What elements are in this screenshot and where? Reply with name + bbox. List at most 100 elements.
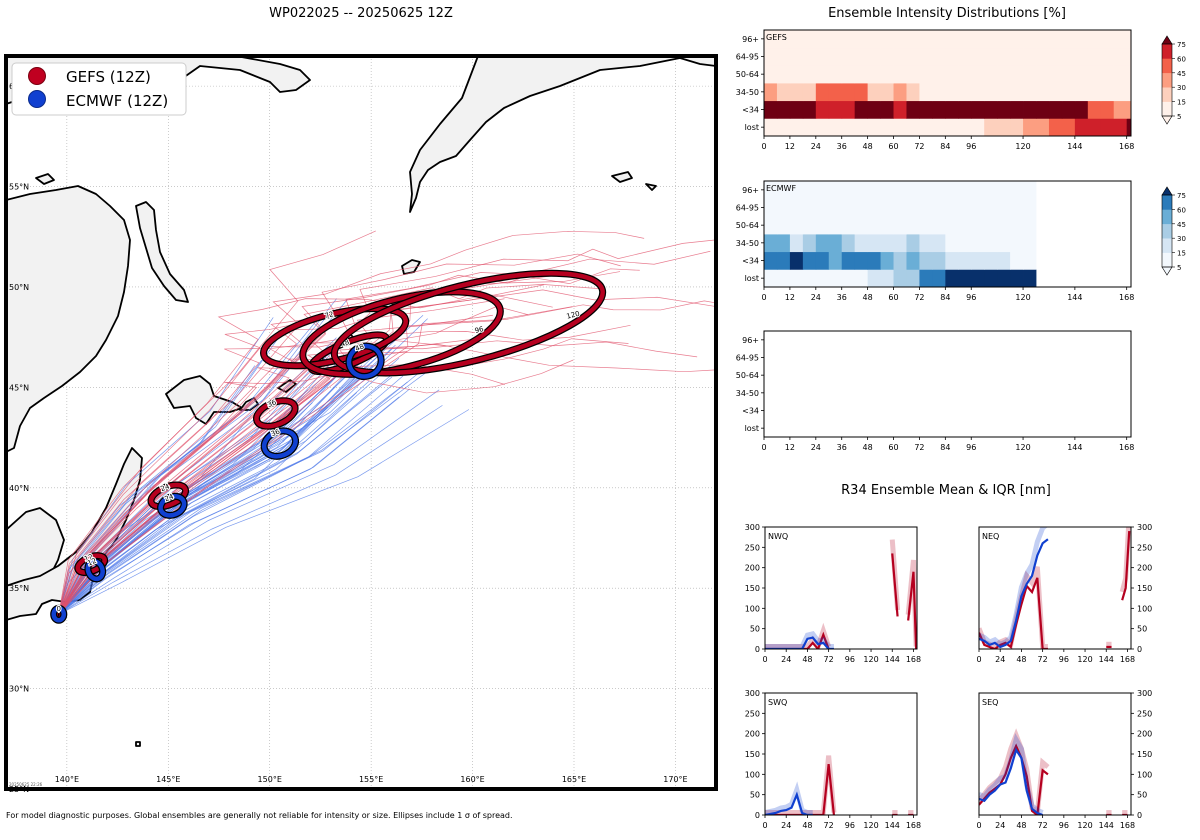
r34-y-label: 250 — [1137, 709, 1152, 718]
heatmap-cell — [828, 198, 843, 217]
heatmap-x-label: 120 — [1015, 443, 1030, 452]
colorbar-extend-high — [1161, 186, 1173, 196]
heatmap-cell — [880, 181, 894, 200]
heatmap-cell — [1126, 100, 1132, 119]
heatmap-cell — [997, 83, 1011, 102]
heatmap-cell — [828, 234, 843, 253]
heatmap-cell — [997, 30, 1011, 49]
heatmap-cell — [1010, 181, 1024, 200]
r34-y-label: 150 — [1137, 584, 1152, 593]
colorbar-tick-label: 30 — [1177, 84, 1186, 92]
r34-y-label: 150 — [1137, 750, 1152, 759]
heatmap-cell — [1010, 65, 1024, 84]
heatmap-cell — [764, 198, 778, 217]
heatmap-cell — [1113, 100, 1128, 119]
heatmap-cell — [971, 118, 985, 137]
heatmap-x-label: 36 — [837, 443, 847, 452]
heatmap-cell — [1087, 83, 1102, 102]
intensity-heatmaps: GEFS lost <34 34-50 50-64 64-95 96+ 0 12 24 36 48 60… — [736, 29, 1186, 452]
r34-mean-ecmwf — [765, 636, 834, 649]
r34-panel-swq: SWQ 0 50 100 150 200 250 300 0 24 48 72 96 120 144 168 — [745, 689, 921, 830]
heatmap-cell — [776, 83, 791, 102]
r34-x-label: 168 — [906, 655, 921, 664]
heatmap-x-label: 96 — [966, 443, 976, 452]
heatmap-cell — [802, 30, 817, 49]
heatmap-cell — [828, 47, 843, 66]
heatmap-cell — [776, 269, 791, 288]
heatmap-cell — [802, 251, 817, 270]
heatmap-cell — [815, 251, 830, 270]
heatmap-cell — [997, 198, 1011, 217]
heatmap-cell — [802, 83, 817, 102]
heatmap-cell — [1061, 83, 1076, 102]
r34-iqr-ecmwf — [979, 733, 1044, 815]
heatmap-cell — [971, 269, 985, 288]
land-izu-island — [135, 741, 141, 747]
heatmap-cell — [1036, 30, 1050, 49]
heatmap-cell — [919, 118, 933, 137]
r34-panel-neq: NEQ 0 50 100 150 200 250 300 0 24 48 72 96 120 144 168 — [976, 523, 1152, 664]
heatmap-cell — [802, 65, 817, 84]
heatmap-cell — [984, 47, 998, 66]
heatmap-y-label: 34-50 — [736, 239, 759, 248]
heatmap-cell — [932, 100, 946, 119]
heatmap-cell — [932, 65, 946, 84]
heatmap-y-label: <34 — [742, 407, 759, 416]
heatmap-cell — [841, 181, 856, 200]
heatmap-cell — [815, 30, 830, 49]
heatmap-cell — [880, 198, 894, 217]
heatmap-cell — [1023, 47, 1037, 66]
lat-label: 40°N — [9, 484, 29, 493]
r34-iqr-ecmwf — [979, 527, 1048, 648]
heatmap-cell — [854, 83, 869, 102]
heatmap-cell — [893, 118, 907, 137]
lon-label: 170°E — [663, 775, 687, 784]
ensemble-track-line — [58, 375, 404, 615]
heatmap-cell — [1126, 83, 1132, 102]
heatmap-y-label: 34-50 — [736, 389, 759, 398]
heatmap-cell — [776, 47, 791, 66]
heatmap-cell — [1023, 30, 1037, 49]
ensemble-track-line — [58, 381, 408, 615]
ensemble-track-line — [58, 370, 429, 615]
colorbar-swatch — [1162, 223, 1172, 239]
heatmap-y-label: 50-64 — [736, 70, 759, 79]
r34-iqr-gefs — [765, 622, 832, 649]
heatmap-cell — [841, 216, 856, 235]
heatmap-cell — [932, 181, 946, 200]
r34-x-label: 120 — [863, 655, 878, 664]
heatmap-cell — [1010, 234, 1024, 253]
heatmap-cell — [880, 251, 894, 270]
heatmap-cell — [932, 216, 946, 235]
heatmap-cell — [997, 47, 1011, 66]
colorbar-swatch — [1162, 58, 1172, 74]
heatmap-cell — [1023, 100, 1037, 119]
heatmap-y-label: 64-95 — [736, 354, 759, 363]
r34-mean-ecmwf — [765, 791, 813, 815]
gefs-marker-icon — [28, 67, 46, 85]
ensemble-track-line — [58, 336, 280, 615]
land-commander — [611, 171, 633, 183]
heatmap-cell — [1023, 83, 1037, 102]
r34-x-label: 96 — [1059, 821, 1069, 830]
r34-y-label: 100 — [745, 604, 760, 613]
r34-x-label: 144 — [1099, 821, 1114, 830]
r34-y-label: 50 — [1137, 791, 1147, 800]
heatmap-cell — [841, 198, 856, 217]
heatmap-cell — [1087, 118, 1102, 137]
legend-ecmwf-label: ECMWF (12Z) — [66, 92, 168, 110]
heatmap-cell — [997, 234, 1011, 253]
heatmap-panel-1: GEFS lost <34 34-50 50-64 64-95 96+ 0 12 24 36 48 60… — [736, 29, 1186, 151]
heatmap-x-label: 12 — [785, 142, 795, 151]
r34-panel-seq: SEQ 0 50 100 150 200 250 300 0 24 48 72 96 120 144 168 — [976, 689, 1152, 830]
colorbar-swatch — [1162, 195, 1172, 210]
heatmap-cell — [1074, 100, 1089, 119]
heatmap-cell — [932, 30, 946, 49]
heatmap-x-label: 12 — [785, 293, 795, 302]
heatmap-cell — [971, 251, 985, 270]
r34-x-label: 144 — [885, 821, 900, 830]
colorbar-swatch — [1162, 252, 1172, 268]
gefs-ellipse-120: 120 — [330, 269, 607, 377]
